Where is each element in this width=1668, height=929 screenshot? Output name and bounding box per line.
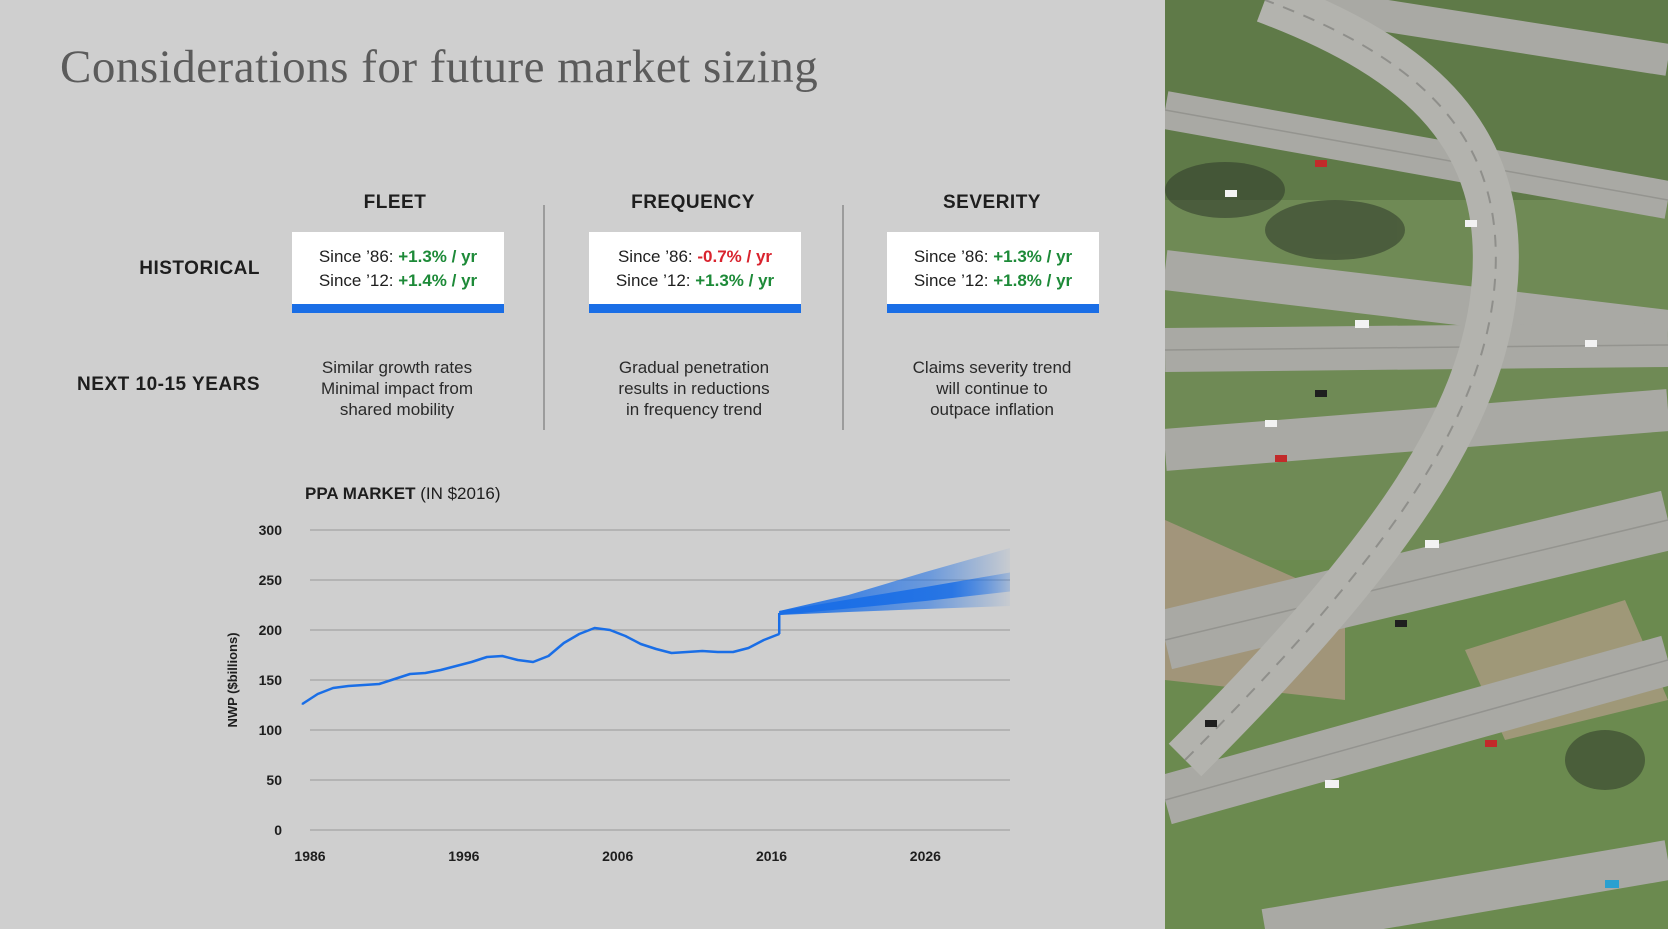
- y-tick-label: 250: [259, 572, 283, 588]
- projection-line: will continue to: [936, 379, 1048, 398]
- stat-line: Since ’86: -0.7% / yr: [589, 245, 801, 269]
- stat-label: Since ’86:: [318, 247, 399, 266]
- data-point: [624, 635, 627, 637]
- stat-line: Since ’12: +1.8% / yr: [887, 269, 1099, 293]
- row-header-next: NEXT 10-15 YEARS: [77, 374, 260, 395]
- y-tick-label: 200: [259, 622, 283, 638]
- chart-title: PPA MARKET (IN $2016): [305, 484, 501, 504]
- stat-label: Since ’12:: [615, 271, 696, 290]
- stat-line: Since ’12: +1.4% / yr: [292, 269, 504, 293]
- projection-line: outpace inflation: [930, 400, 1054, 419]
- projection-core: [779, 572, 1010, 615]
- page-title: Considerations for future market sizing: [60, 41, 819, 93]
- column-header-severity: SEVERITY: [943, 192, 1041, 213]
- data-point: [516, 659, 519, 661]
- x-tick-label: 1986: [294, 848, 325, 864]
- data-point: [547, 655, 550, 657]
- y-tick-label: 50: [266, 772, 282, 788]
- data-point: [593, 627, 596, 629]
- y-axis-label: NWP ($billions): [225, 632, 240, 727]
- data-point: [363, 684, 365, 686]
- data-point: [470, 661, 473, 663]
- chart-title-bold: PPA MARKET: [305, 484, 416, 503]
- data-point: [409, 673, 411, 675]
- severity-projection: Claims severity trend will continue to o…: [872, 357, 1112, 420]
- content-panel: Considerations for future market sizing …: [0, 0, 1165, 929]
- column-divider: [543, 205, 545, 430]
- data-point: [563, 642, 565, 644]
- projection-line: shared mobility: [339, 400, 455, 419]
- y-tick-label: 300: [259, 522, 283, 538]
- stat-value: +1.4% / yr: [398, 271, 478, 290]
- frequency-projection: Gradual penetration results in reduction…: [574, 357, 814, 420]
- data-point: [670, 652, 673, 654]
- x-tick-label: 2026: [910, 848, 941, 864]
- chart-title-unit: (IN $2016): [415, 484, 501, 503]
- data-point: [732, 651, 734, 653]
- data-point: [316, 693, 319, 695]
- data-point: [763, 639, 765, 641]
- stat-line: Since ’86: +1.3% / yr: [887, 245, 1099, 269]
- projection-line: results in reductions: [618, 379, 770, 398]
- data-point: [486, 656, 488, 658]
- data-point: [686, 651, 688, 653]
- stat-label: Since ’86:: [617, 247, 698, 266]
- projection-line: in frequency trend: [625, 400, 763, 419]
- severity-historical-card: Since ’86: +1.3% / yr Since ’12: +1.8% /…: [887, 232, 1099, 313]
- data-point: [332, 687, 334, 689]
- data-point: [347, 685, 350, 687]
- stat-value: +1.3% / yr: [695, 271, 775, 290]
- historical-series-line: [301, 626, 780, 706]
- frequency-historical-card: Since ’86: -0.7% / yr Since ’12: +1.3% /…: [589, 232, 801, 313]
- stat-value: +1.3% / yr: [398, 247, 478, 266]
- data-point: [455, 665, 457, 667]
- column-header-fleet: FLEET: [363, 192, 427, 213]
- stat-line: Since ’86: +1.3% / yr: [292, 245, 504, 269]
- fleet-projection: Similar growth rates Minimal impact from…: [277, 357, 517, 420]
- stat-label: Since ’86:: [913, 247, 994, 266]
- data-point: [301, 703, 304, 705]
- data-point: [378, 683, 381, 685]
- fleet-historical-card: Since ’86: +1.3% / yr Since ’12: +1.4% /…: [292, 232, 504, 313]
- data-point: [393, 678, 396, 680]
- projection-line: Gradual penetration: [618, 358, 770, 377]
- data-point: [424, 672, 427, 674]
- data-point: [578, 633, 581, 635]
- projection-line: Claims severity trend: [912, 358, 1072, 377]
- stat-line: Since ’12: +1.3% / yr: [589, 269, 801, 293]
- data-point: [639, 643, 642, 645]
- stat-label: Since ’12:: [318, 271, 399, 290]
- projection-line: Minimal impact from: [320, 379, 474, 398]
- stat-value: -0.7% / yr: [697, 247, 773, 266]
- column-divider: [842, 205, 844, 430]
- data-point: [439, 669, 442, 671]
- data-point: [701, 650, 704, 652]
- x-tick-label: 2006: [602, 848, 633, 864]
- x-tick-label: 2016: [756, 848, 787, 864]
- y-tick-label: 100: [259, 722, 283, 738]
- stat-label: Since ’12:: [913, 271, 994, 290]
- data-point: [609, 629, 611, 631]
- stat-value: +1.8% / yr: [993, 271, 1073, 290]
- column-header-frequency: FREQUENCY: [631, 192, 755, 213]
- data-point: [655, 648, 657, 650]
- y-tick-label: 0: [274, 822, 282, 838]
- data-point: [532, 661, 534, 663]
- ppa-market-chart: 0 50 100 150 200 250 300 1986 1996 2006 2016 2026 NW…: [225, 522, 1010, 864]
- y-tick-label: 150: [259, 672, 283, 688]
- x-tick-label: 1996: [448, 848, 479, 864]
- stat-value: +1.3% / yr: [993, 247, 1073, 266]
- projection-line: Similar growth rates: [321, 358, 473, 377]
- projection-band: [779, 548, 1010, 615]
- data-point: [747, 647, 750, 649]
- highway-interchange-aerial-photo: [1165, 0, 1668, 929]
- row-header-historical: HISTORICAL: [139, 258, 260, 279]
- data-point: [501, 655, 504, 657]
- data-point: [716, 651, 719, 653]
